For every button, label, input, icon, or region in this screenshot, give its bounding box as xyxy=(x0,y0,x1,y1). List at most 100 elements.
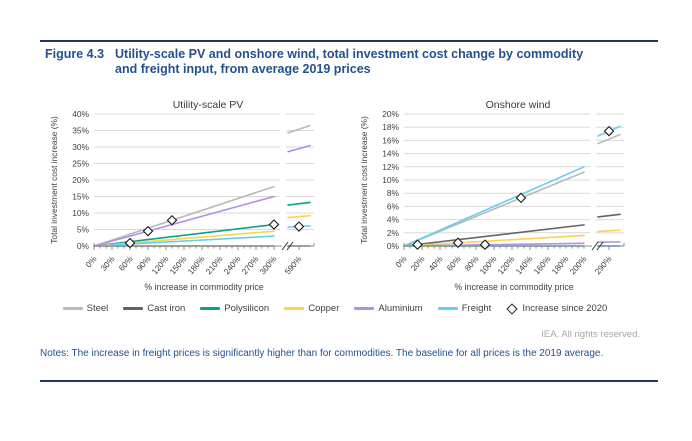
legend-label: Polysilicon xyxy=(224,303,270,314)
chart-title: Onshore wind xyxy=(486,100,551,111)
svg-text:0%: 0% xyxy=(77,241,90,251)
svg-text:160%: 160% xyxy=(532,255,552,277)
series-line-freight xyxy=(403,166,585,247)
line-swatch-icon xyxy=(284,307,305,310)
x-axis-title: % increase in commodity price xyxy=(144,282,263,292)
diamond-marker-cast-iron xyxy=(412,239,423,250)
svg-text:35%: 35% xyxy=(72,126,89,136)
pv-chart: 0% 30% 60% 90%120%150%180%210%240%270%300% 5… xyxy=(49,100,315,292)
svg-text:590%: 590% xyxy=(283,255,303,277)
svg-text:15%: 15% xyxy=(72,192,89,202)
legend-item-copper: Copper xyxy=(284,303,339,314)
series-line-aluminium xyxy=(93,195,275,247)
svg-text:300%: 300% xyxy=(258,255,278,277)
svg-text:140%: 140% xyxy=(514,255,534,277)
legend-label: Increase since 2020 xyxy=(522,303,608,314)
line-swatch-icon xyxy=(437,307,458,310)
svg-text:40%: 40% xyxy=(427,255,444,273)
svg-text:40%: 40% xyxy=(72,109,89,119)
series-stub-aluminium xyxy=(287,144,311,153)
line-swatch-icon xyxy=(354,307,375,310)
series-line-freight xyxy=(93,235,275,247)
legend-label: Cast iron xyxy=(147,303,186,314)
onshore-wind-chart: 0% 20% 40% 60% 80%100%120%140%160%180%200% 29… xyxy=(359,100,625,292)
svg-text:30%: 30% xyxy=(99,255,116,273)
svg-text:60%: 60% xyxy=(117,255,134,273)
svg-text:6%: 6% xyxy=(387,201,400,211)
diamond-marker-polysilicon xyxy=(268,219,280,230)
svg-text:180%: 180% xyxy=(550,255,570,277)
legend-item-increase-since-2020: Increase since 2020 xyxy=(506,302,608,315)
top-rule xyxy=(40,40,658,42)
series-line-copper xyxy=(403,234,585,247)
diamond-marker-copper xyxy=(124,237,136,249)
svg-text:25%: 25% xyxy=(72,159,89,169)
x-tick-labels: 0% 20% 40% 60% 80%100%120%140%160%180%200% 29… xyxy=(394,255,614,277)
x-tick-labels: 0% 30% 60% 90%120%150%180%210%240%270%300% 5… xyxy=(84,255,304,277)
svg-text:10%: 10% xyxy=(72,208,89,218)
svg-text:0%: 0% xyxy=(84,255,99,270)
svg-text:4%: 4% xyxy=(387,215,400,225)
svg-text:240%: 240% xyxy=(222,255,242,277)
svg-text:210%: 210% xyxy=(204,255,224,277)
diamond-marker-steel xyxy=(515,192,527,204)
svg-text:2%: 2% xyxy=(387,228,400,238)
diamond-marker-icon xyxy=(506,302,518,315)
chart-title: Utility-scale PV xyxy=(173,100,244,111)
series-stub-polysilicon xyxy=(287,201,311,206)
legend-item-aluminium: Aluminium xyxy=(354,303,423,314)
svg-text:8%: 8% xyxy=(387,188,400,198)
chart-legend: Steel Cast iron Polysilicon Copper Aluminium… xyxy=(40,302,630,315)
diamond-marker-steel xyxy=(166,214,178,226)
gridlines xyxy=(404,113,624,234)
series-stub-steel xyxy=(597,133,621,145)
legend-label: Aluminium xyxy=(378,303,423,314)
legend-item-freight: Freight xyxy=(437,303,492,314)
gridlines xyxy=(94,113,314,230)
diamond-marker-aluminium xyxy=(479,239,491,250)
diamond-marker-freight xyxy=(293,221,305,232)
svg-text:120%: 120% xyxy=(150,255,170,277)
series-line-polysilicon xyxy=(93,223,275,247)
legend-label: Copper xyxy=(308,303,340,314)
svg-text:180%: 180% xyxy=(186,255,206,277)
svg-text:20%: 20% xyxy=(409,255,426,273)
svg-text:100%: 100% xyxy=(478,255,498,277)
legend-item-cast-iron: Cast iron xyxy=(123,303,185,314)
svg-text:18%: 18% xyxy=(382,122,399,132)
svg-text:5%: 5% xyxy=(77,225,90,235)
legend-label: Freight xyxy=(461,303,492,314)
figure-label: Figure 4.3 xyxy=(45,47,105,61)
line-swatch-icon xyxy=(62,307,83,310)
series-line-steel xyxy=(93,185,275,247)
series-line-copper xyxy=(93,230,275,247)
x-axis xyxy=(93,241,315,251)
y-axis-title: Total investment cost increase (%) xyxy=(359,116,369,244)
svg-text:200%: 200% xyxy=(568,255,588,277)
svg-text:150%: 150% xyxy=(168,255,188,277)
series-lines xyxy=(403,125,621,247)
increase-since-2020-markers xyxy=(412,125,615,250)
series-stub-cast_iron xyxy=(597,213,621,218)
line-swatch-icon xyxy=(200,307,221,310)
svg-text:20%: 20% xyxy=(72,175,89,185)
svg-text:30%: 30% xyxy=(72,142,89,152)
series-stub-copper xyxy=(597,229,621,233)
y-tick-labels: 0% 5% 10% 15% 20% 25% 30% 35% 40% xyxy=(72,109,89,251)
y-tick-labels: 0% 2% 4% 6% 8% 10% 12% 14% 16% 18% 20% xyxy=(382,109,399,251)
svg-text:120%: 120% xyxy=(496,255,516,277)
svg-text:0%: 0% xyxy=(387,241,400,251)
svg-text:14%: 14% xyxy=(382,149,399,159)
svg-text:270%: 270% xyxy=(240,255,260,277)
y-axis-title: Total investment cost increase (%) xyxy=(49,116,59,244)
svg-text:20%: 20% xyxy=(382,109,399,119)
diamond-marker-freight xyxy=(603,125,615,137)
svg-text:290%: 290% xyxy=(593,255,613,277)
series-lines xyxy=(93,124,311,247)
legend-label: Steel xyxy=(86,303,109,314)
bottom-rule xyxy=(40,380,658,382)
legend-item-polysilicon: Polysilicon xyxy=(200,303,269,314)
svg-text:12%: 12% xyxy=(382,162,399,172)
series-line-cast_iron xyxy=(403,224,585,247)
